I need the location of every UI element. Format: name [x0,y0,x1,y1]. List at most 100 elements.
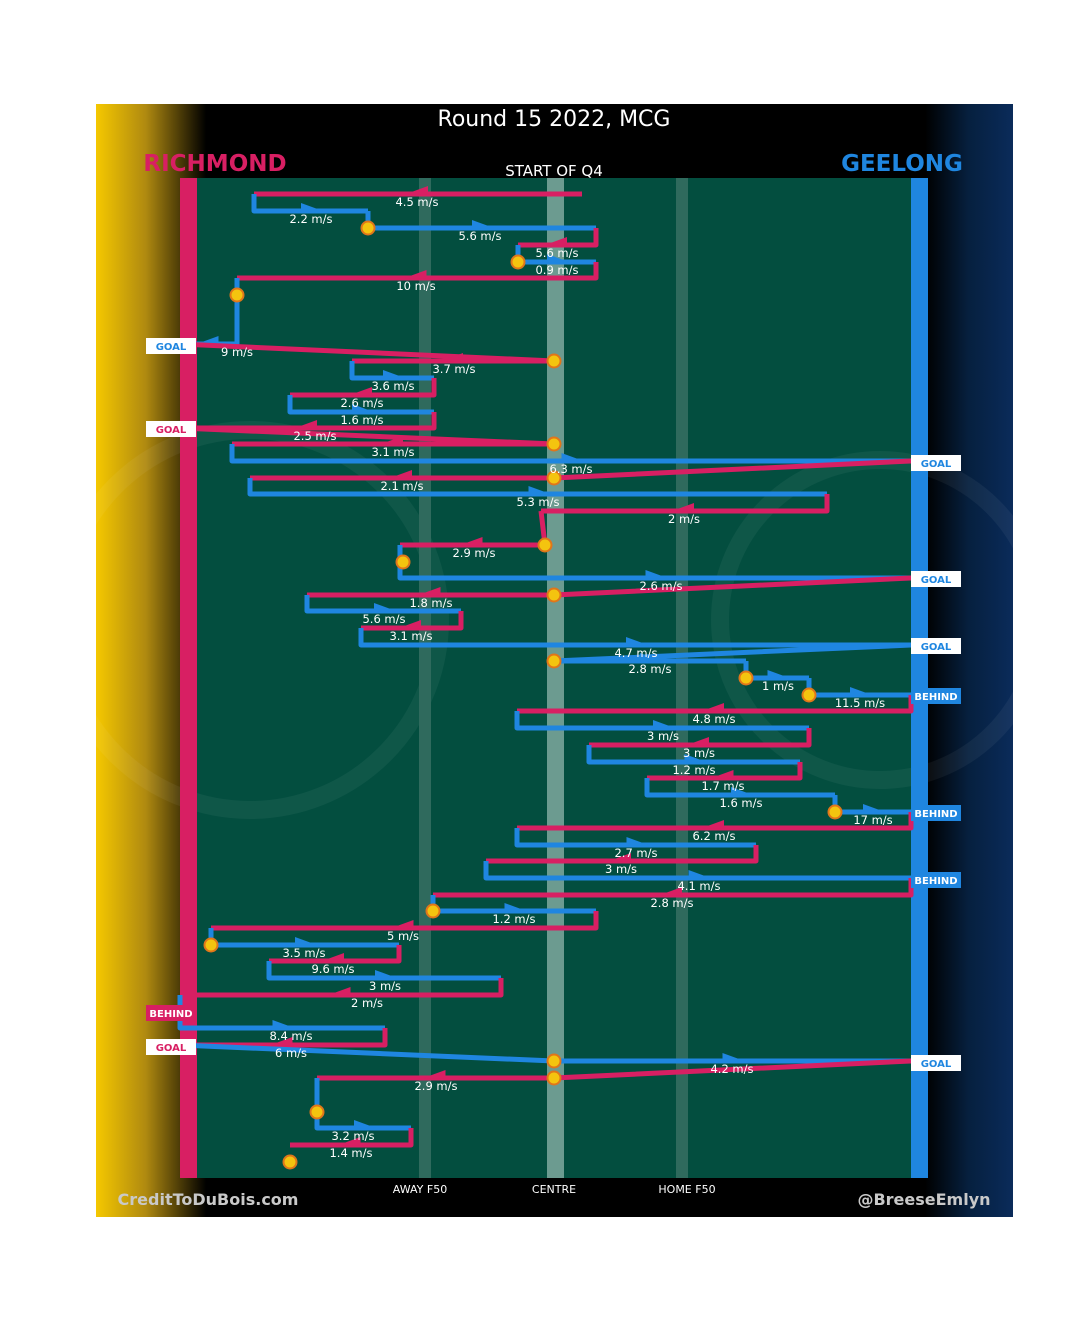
result-tag-bg-18 [911,571,961,587]
speed-label-11: 2.5 m/s [293,429,336,443]
chain-arrow-2 [472,220,494,229]
chain-arrow-10 [352,404,374,413]
chain-arrow-9 [350,387,372,396]
speed-label-19: 1.8 m/s [409,596,452,610]
speed-label-24: 1 m/s [762,679,794,693]
chain-arrow-13 [561,453,584,462]
speed-label-37: 2.8 m/s [650,896,693,910]
speed-label-22: 4.7 m/s [614,646,657,660]
result-tag-18: GOAL [921,575,952,586]
team-left-label: RICHMOND [143,151,286,177]
chain-arrow-37 [660,887,682,896]
ball-marker-17 [309,1104,325,1120]
chain-arrow-27 [653,720,675,729]
speed-label-33: 6.2 m/s [692,829,735,843]
chain-path-48 [314,1078,411,1131]
speed-label-8: 3.6 m/s [371,379,414,393]
chain-arrow-48 [354,1120,376,1129]
turnover-markers [203,220,843,1170]
speed-label-10: 1.6 m/s [340,413,383,427]
chain-path-20 [304,595,461,614]
result-tag-bg-22 [911,638,961,654]
result-tag-32: BEHIND [914,809,957,820]
home-f50-line [676,178,688,1178]
chain-arrow-5 [404,270,427,279]
chain-arrow-35 [609,853,631,862]
chain-arrow-31 [731,787,753,796]
chain-arrow-30 [711,770,734,779]
chain-path-34 [514,828,756,848]
chain-arrow-43 [328,987,351,996]
chain-arrow-24 [767,670,790,679]
result-tag-6: GOAL [156,342,187,353]
speed-label-43: 2 m/s [351,996,383,1010]
result-tag-45: GOAL [156,1043,187,1054]
speed-label-2: 5.6 m/s [458,229,501,243]
chain-path-35 [486,845,759,864]
chain-path-28 [589,728,812,748]
speed-label-31: 1.6 m/s [719,796,762,810]
chain-arrow-14 [390,470,412,479]
chain-arrow-22 [626,637,648,646]
chain-arrow-39 [391,920,414,929]
ball-marker-5 [546,470,562,486]
chain-arrow-16 [672,503,694,512]
chain-arrow-7 [441,353,463,362]
result-tag-bg-43 [146,1005,196,1021]
chain-path-1 [251,194,368,214]
chain-path-41 [269,945,402,964]
result-tag-bg-6 [146,338,196,354]
speed-label-47: 2.9 m/s [414,1079,457,1093]
tick-label-away-f50: AWAY F50 [393,1183,447,1196]
chain-arrow-0 [406,186,428,195]
credit-right: @BreeseEmlyn [857,1190,990,1209]
chain-arrow-20 [374,603,396,612]
chain-path-43 [180,978,504,998]
chain-arrow-36 [688,870,711,879]
chain-arrow-42 [375,970,397,979]
geelong-side-band [925,104,1013,1217]
chain-arrow-26 [702,703,724,712]
chain-path-15 [247,478,827,497]
chain-path-30 [647,762,803,781]
speed-label-38: 1.2 m/s [492,912,535,926]
speed-label-9: 2.6 m/s [340,396,383,410]
chain-arrow-19 [418,587,441,596]
chain-arrow-23 [640,653,662,662]
away-f50-line [419,178,431,1178]
ball-marker-15 [546,1053,562,1069]
chain-arrow-17 [460,537,483,546]
result-tag-bg-11 [146,421,196,437]
chain-arrow-34 [626,837,649,846]
ball-marker-12 [827,804,843,820]
chain-path-10 [287,395,434,415]
ball-marker-3 [546,353,562,369]
result-tag-11: GOAL [156,425,187,436]
result-tag-43: BEHIND [149,1009,192,1020]
chain-arrow-32 [863,804,885,813]
speed-label-6: 9 m/s [221,345,253,359]
chain-path-3 [518,228,599,248]
speed-label-29: 1.2 m/s [672,763,715,777]
ball-marker-2 [229,287,245,303]
chain-path-21 [361,611,464,631]
chain-arrow-18 [645,570,668,579]
speed-label-12: 3.1 m/s [371,445,414,459]
result-tag-bg-46 [911,1055,961,1071]
result-tag-bg-25 [911,688,961,704]
speed-label-35: 3 m/s [605,862,637,876]
chain-arrow-45 [270,1037,293,1046]
chain-arrow-33 [702,820,724,829]
chain-path-16 [541,494,830,514]
speed-label-40: 3.5 m/s [282,946,325,960]
chain-path-49 [290,1128,414,1148]
speed-label-48: 3.2 m/s [331,1129,374,1143]
ball-marker-7 [395,554,411,570]
ball-marker-18 [282,1154,298,1170]
speed-label-30: 1.7 m/s [701,779,744,793]
speed-label-39: 5 m/s [387,929,419,943]
chain-arrow-25 [850,687,872,696]
speed-label-16: 2 m/s [668,512,700,526]
speed-label-27: 3 m/s [647,729,679,743]
